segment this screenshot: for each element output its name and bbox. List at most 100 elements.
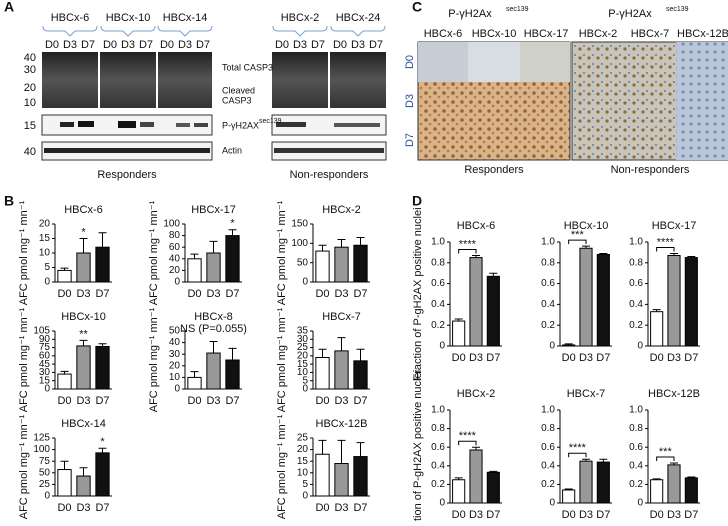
mw-label: 15	[24, 120, 36, 132]
y-tick-label: 0.8	[541, 257, 555, 268]
day-label: D3	[404, 94, 416, 108]
y-tick-label: 0.4	[541, 460, 555, 471]
bracket	[272, 25, 328, 37]
day-label: D0	[404, 55, 416, 69]
x-tick-label: D7	[225, 395, 239, 407]
x-tick-label: D0	[562, 352, 576, 364]
y-tick-label: 0	[637, 498, 643, 509]
marker-label: Actin	[222, 145, 242, 155]
bar	[353, 360, 368, 390]
chart-title: HBCx-10	[564, 220, 609, 232]
x-tick-label: D3	[469, 509, 483, 521]
y-tick-label: 0.8	[431, 423, 445, 434]
error-bar	[228, 229, 237, 236]
y-tick-label: 25	[297, 433, 309, 444]
day-label: D7	[369, 39, 383, 51]
stain-label: P-γH2Ax	[448, 8, 492, 20]
x-tick-label: D0	[57, 395, 71, 407]
y-tick-label: 0.6	[541, 442, 555, 453]
bar	[187, 258, 202, 283]
error-bar	[190, 371, 199, 378]
y-tick-label: 0.2	[431, 320, 445, 331]
mw-label: 40	[24, 146, 36, 158]
x-tick-label: D7	[353, 502, 367, 514]
chart-title: HBCx-6	[457, 220, 496, 232]
error-bar	[79, 467, 88, 477]
y-tick-label: 0.2	[629, 320, 643, 331]
marker-label: CASP3	[222, 95, 252, 105]
annotation: NS (P=0.055)	[180, 323, 247, 335]
x-tick-label: D0	[187, 395, 201, 407]
y-tick-label: 20	[169, 265, 181, 276]
error-bar	[599, 252, 608, 255]
y-tick-label: 0.6	[541, 278, 555, 289]
error-bar	[318, 348, 327, 358]
y-tick-label: 0	[549, 341, 555, 352]
y-tick-label: 20	[297, 444, 309, 455]
error-bar	[489, 470, 498, 473]
error-bar	[687, 476, 696, 478]
bar	[57, 373, 72, 390]
day-label: D7	[81, 39, 95, 51]
error-bar	[318, 244, 327, 252]
chart-title: HBCx-6	[64, 204, 103, 216]
x-tick-label: D0	[315, 395, 329, 407]
chart-title: HBCx-17	[652, 220, 697, 232]
bar	[206, 252, 221, 283]
day-label: D3	[293, 39, 307, 51]
x-tick-label: D0	[452, 509, 466, 521]
y-tick-label: 60	[39, 350, 51, 361]
y-tick-label: 125	[33, 433, 50, 444]
y-tick-label: 0	[549, 498, 555, 509]
error-bar	[356, 237, 365, 246]
y-tick-label: 90	[39, 334, 51, 345]
error-bar	[190, 253, 199, 259]
y-tick-label: 1.0	[629, 405, 643, 416]
y-tick-label: 35	[297, 326, 309, 337]
bar	[334, 246, 349, 283]
stain-sup: sec139	[506, 6, 529, 13]
x-tick-label: D3	[206, 288, 220, 300]
y-tick-label: 10	[169, 372, 181, 383]
error-bar	[564, 343, 573, 345]
error-bar	[670, 462, 678, 465]
error-bar	[564, 488, 573, 490]
y-axis-label: Fraction of P-gH2AX positive nuclei	[412, 370, 424, 521]
significance: *	[230, 218, 235, 230]
x-tick-label: D0	[187, 288, 201, 300]
chart-title: HBCx-17	[191, 204, 236, 216]
bar	[469, 449, 483, 504]
y-tick-label: 30	[297, 334, 309, 345]
x-tick-label: D3	[579, 352, 593, 364]
y-tick-label: 0.4	[431, 299, 445, 310]
group-label: Non-responders	[290, 169, 369, 181]
y-tick-label: 25	[297, 342, 309, 353]
bar	[95, 246, 110, 283]
y-tick-label: 0.2	[541, 320, 555, 331]
error-bar	[454, 477, 463, 480]
x-tick-label: D7	[353, 395, 367, 407]
y-tick-label: 100	[33, 444, 50, 455]
x-tick-label: D7	[95, 395, 109, 407]
y-tick-label: 105	[33, 326, 50, 337]
model-label: HBCx-6	[51, 12, 90, 24]
day-label: D0	[45, 39, 59, 51]
error-bar	[582, 245, 590, 249]
x-tick-label: D3	[334, 502, 348, 514]
y-axis-label: AFC pmol mg⁻¹ mn⁻¹	[18, 414, 30, 519]
bar	[667, 464, 681, 504]
x-tick-label: D7	[596, 509, 610, 521]
y-tick-label: 50	[169, 326, 181, 337]
y-tick-label: 15	[39, 233, 51, 244]
x-tick-label: D3	[206, 395, 220, 407]
error-bar	[98, 232, 107, 248]
bar	[76, 345, 91, 390]
y-tick-label: 10	[297, 367, 309, 378]
significance: ***	[571, 229, 585, 241]
y-tick-label: 1.0	[541, 405, 555, 416]
y-axis-label: AFC pmol mg⁻¹ mn⁻¹	[148, 200, 160, 305]
x-tick-label: D7	[684, 509, 698, 521]
x-tick-label: D3	[76, 502, 90, 514]
bar	[57, 469, 72, 497]
